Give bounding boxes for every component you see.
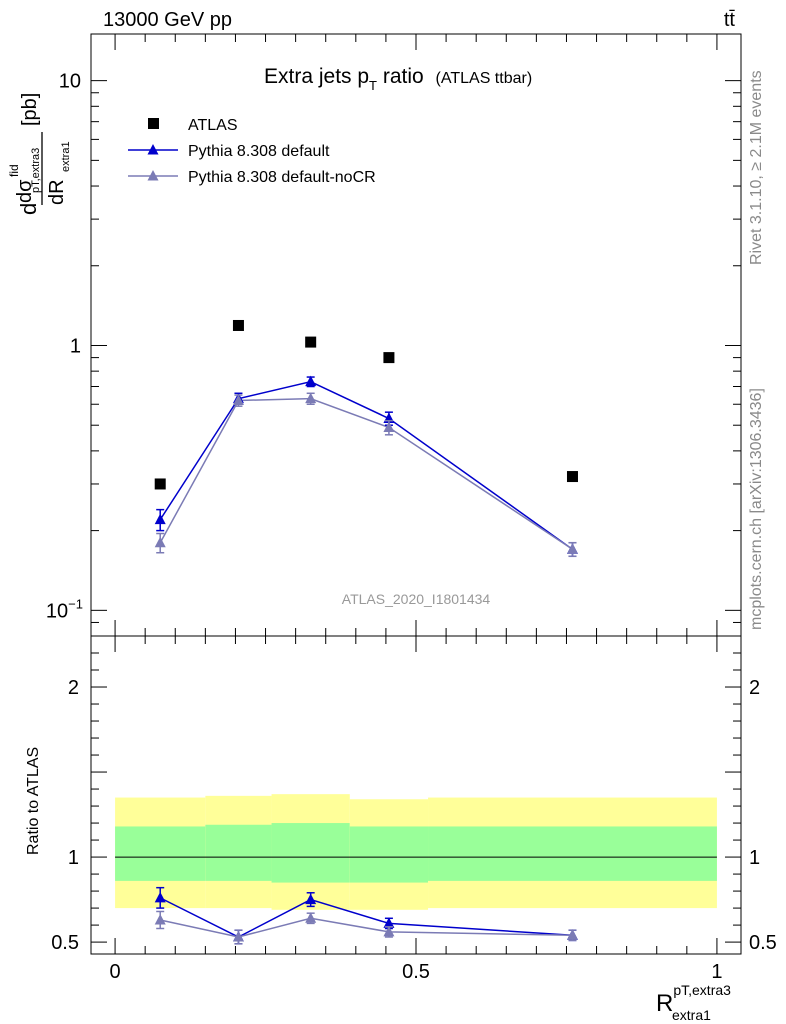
series-line-2 <box>159 397 573 550</box>
main-panel: 10−1 1 10 Extra jets pT ratio (ATLAS ttbar… <box>7 33 742 637</box>
legend-marker <box>147 144 159 155</box>
chart-title: Extra jets pT ratio (ATLAS ttbar) <box>264 65 532 93</box>
xlabel-sup: pT,extra3 <box>673 982 731 998</box>
series-line-1 <box>159 380 573 550</box>
ratio-point <box>383 925 395 937</box>
uncertainty-band-green <box>349 826 429 883</box>
ratio-y-tick-label: 2 <box>68 677 79 699</box>
mc-point <box>154 513 166 525</box>
side-label-top: Rivet 3.1.10, ≥ 2.1M events <box>748 70 765 265</box>
legend-label: Pythia 8.308 default <box>188 143 330 160</box>
uncertainty-band-green <box>115 826 206 881</box>
data-point <box>305 336 317 348</box>
legend-label: ATLAS <box>188 117 238 134</box>
mc-point <box>305 392 317 404</box>
main-y-tick-label: 1 <box>70 335 81 357</box>
chart-title-tail: ratio <box>377 65 424 88</box>
uncertainty-band-green <box>205 824 272 881</box>
ratio-point <box>232 930 244 942</box>
ratio-xlabel-sub: extra1 <box>672 1007 711 1023</box>
analysis-label: ATLAS_2020_I1801434 <box>342 591 491 607</box>
chart-title-sub: T <box>369 78 377 93</box>
ylabel-d: d <box>16 203 41 215</box>
legend-marker <box>147 170 159 181</box>
ratio-x-tick-label: 0 <box>110 961 121 983</box>
ylabel-dR: dR <box>46 179 68 205</box>
data-point <box>383 352 395 364</box>
ratio-point <box>305 912 317 923</box>
data-point <box>566 471 578 483</box>
header-right: tt̄ <box>724 9 736 31</box>
chart-title-main: Extra jets p <box>264 65 369 88</box>
main-ylabel: d dσ fid pT,extra3 dR extra1 [pb] <box>7 93 72 215</box>
ratio-y-tick-label: 0.5 <box>51 932 79 954</box>
ratio-point <box>383 917 395 928</box>
ratio-ylabel: Ratio to ATLAS <box>25 747 42 855</box>
ratio-x-tick-label: 0.5 <box>402 961 430 983</box>
ratio-y-tick-label-right: 2 <box>749 677 760 699</box>
ratio-x-tick-label: 1 <box>711 961 722 983</box>
mc-point <box>154 536 166 548</box>
ratio-point <box>154 891 166 903</box>
ratio-y-tick-label: 1 <box>68 847 79 869</box>
legend-marker <box>148 118 159 129</box>
main-y-tick-label: 10−1 <box>46 596 83 622</box>
ratio-point <box>566 929 578 940</box>
header-left: 13000 GeV pp <box>103 9 232 31</box>
main-y-tick-label: 10 <box>59 71 81 93</box>
ylabel-sigma: dσ <box>14 179 36 203</box>
ratio-point <box>305 893 317 905</box>
ylabel-extra1: extra1 <box>60 141 72 172</box>
ratio-y-tick-label-right: 0.5 <box>749 932 777 954</box>
mc-point <box>383 421 395 433</box>
legend: ATLAS Pythia 8.308 default Pythia 8.308 de… <box>128 117 376 186</box>
ylabel-fid: fid <box>7 164 21 177</box>
legend-label: Pythia 8.308 default-noCR <box>188 169 376 186</box>
side-label-bottom: mcplots.cern.ch [arXiv:1306.3436] <box>748 388 765 630</box>
xlabel-base: R <box>656 990 673 1017</box>
ylabel-pt: pT,extra3 <box>30 148 42 193</box>
data-point <box>154 478 166 490</box>
ratio-point <box>154 913 166 925</box>
ratio-line-1 <box>160 917 573 938</box>
uncertainty-band-green <box>271 823 350 883</box>
uncertainty-band-green <box>428 826 717 881</box>
chart-title-paren: (ATLAS ttbar) <box>436 70 533 87</box>
ratio-xlabel: RpT,extra3 <box>656 982 731 1017</box>
ratio-y-tick-label-right: 1 <box>749 847 760 869</box>
mc-point <box>566 543 578 554</box>
ylabel-unit: [pb] <box>19 93 41 126</box>
data-point <box>232 319 244 331</box>
mc-point <box>232 394 244 405</box>
ratio-panel: 0.5 0.5 1 1 2 2 0 0.5 1 Ratio to ATLAS RpT,extra… <box>25 635 777 1023</box>
mc-point <box>305 375 317 387</box>
